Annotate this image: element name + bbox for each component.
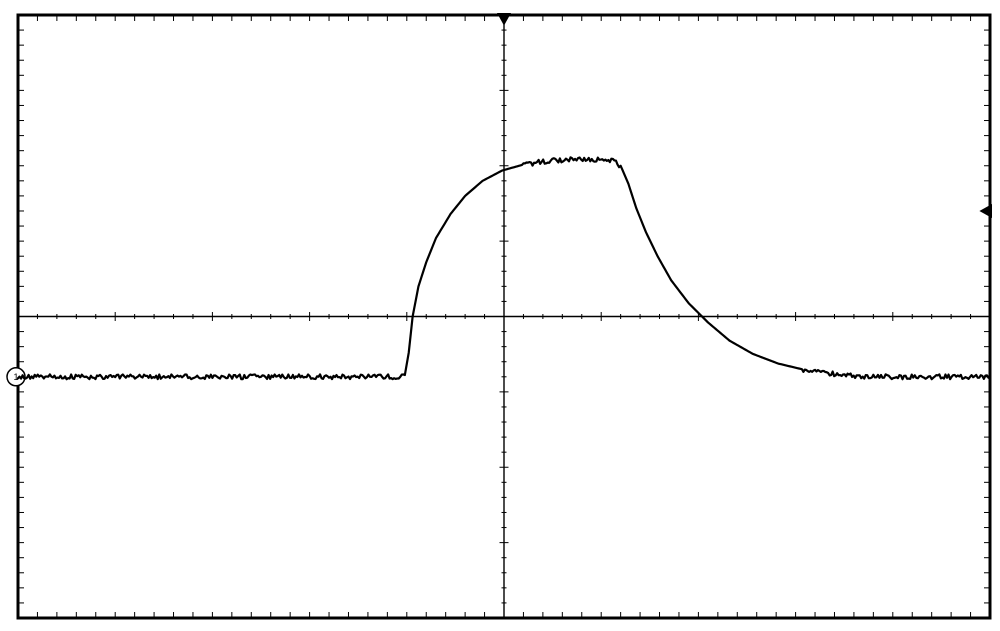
channel-ground-label: 1 <box>13 372 18 382</box>
oscilloscope-display: 1 <box>0 0 1000 631</box>
oscilloscope-svg: 1 <box>0 0 1000 631</box>
